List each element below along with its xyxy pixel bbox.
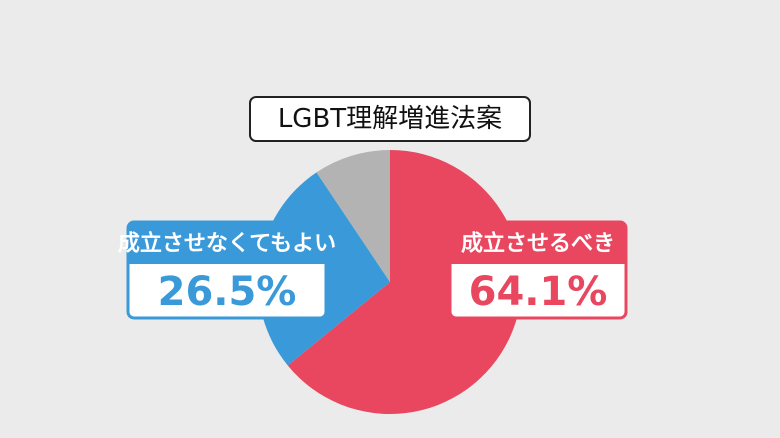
labels: 成立させるべき 64.1% 成立させなくてもよい 26.5% bbox=[118, 220, 628, 320]
label-header bbox=[128, 222, 326, 264]
value-label: 64.1% bbox=[469, 269, 608, 315]
label-header bbox=[450, 222, 626, 264]
category-label: 成立させるべき bbox=[461, 231, 615, 257]
category-label: 成立させなくてもよい bbox=[118, 231, 336, 257]
pie-slice bbox=[287, 150, 523, 414]
chart-title: LGBT理解増進法案 bbox=[278, 104, 502, 134]
title-box bbox=[249, 96, 531, 142]
value-label: 26.5% bbox=[158, 269, 297, 315]
pie-slice bbox=[316, 150, 390, 282]
